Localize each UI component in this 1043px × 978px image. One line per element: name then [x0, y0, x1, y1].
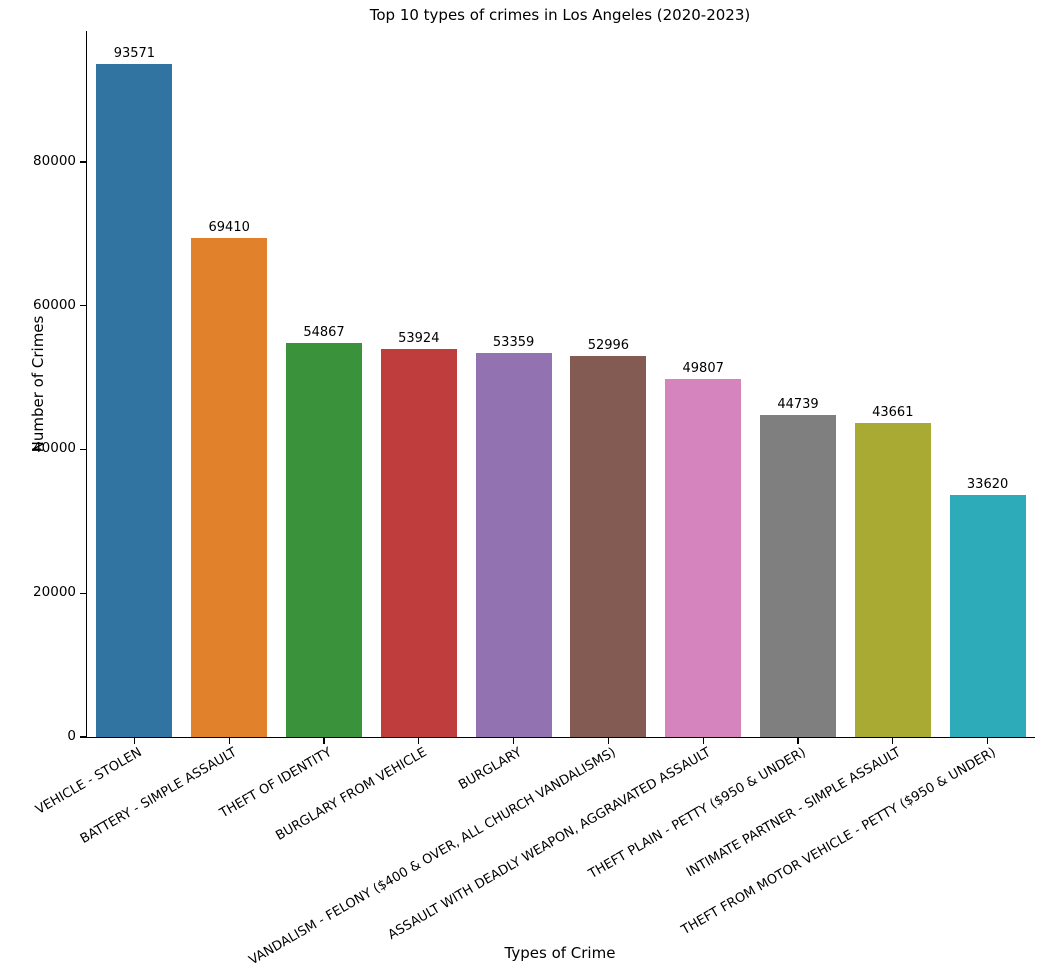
y-axis-label: Number of Crimes [29, 315, 47, 453]
bar [760, 415, 836, 737]
y-axis-tick-label: 80000 [33, 152, 76, 169]
bar [665, 378, 742, 737]
bar-value-label: 49807 [682, 360, 724, 376]
x-axis-tick [512, 738, 515, 744]
x-axis-tick [607, 738, 610, 744]
x-axis-tick [133, 738, 136, 744]
y-axis-tick [80, 592, 86, 594]
x-axis-tick [702, 738, 704, 744]
x-axis-tick [986, 738, 989, 744]
x-axis-tick [323, 738, 325, 744]
y-axis-tick-label: 60000 [33, 296, 76, 313]
y-axis-tick-label: 0 [67, 728, 76, 744]
bar [854, 423, 931, 737]
x-axis-tick-label: BURGLARY FROM VEHICLE [273, 745, 430, 844]
y-axis-tick [80, 161, 86, 163]
bar-value-label: 69410 [208, 219, 250, 235]
bar-value-label: 52996 [587, 337, 630, 353]
x-axis-tick [418, 738, 420, 744]
bar-value-label: 44739 [777, 397, 819, 413]
bar-value-label: 53924 [398, 331, 440, 347]
plot-area: 93571 69410 54867 53924 53359 52996 49807 44739… [33, 31, 1035, 968]
y-axis-tick [80, 304, 86, 307]
bar [96, 64, 173, 737]
x-axis-tick [892, 738, 894, 744]
chart-title: Top 10 types of crimes in Los Angeles (2… [369, 6, 751, 24]
bar [286, 342, 362, 737]
bar-value-label: 53359 [492, 335, 535, 351]
bar-value-label: 33620 [966, 477, 1009, 493]
bar [191, 237, 268, 737]
x-axis-tick-label: ASSAULT WITH DEADLY WEAPON, AGGRAVATED A… [385, 745, 714, 943]
y-axis-tick [80, 448, 86, 451]
bar [949, 495, 1026, 737]
bar-value-label: 43661 [872, 405, 914, 421]
y-axis-tick-label: 40000 [33, 440, 76, 457]
x-axis-tick [228, 738, 230, 744]
x-axis-tick [797, 738, 799, 744]
bar [570, 356, 647, 737]
x-axis-label: Types of Crime [504, 944, 616, 962]
bar-value-label: 93571 [113, 46, 156, 62]
x-axis-tick-label: BATTERY - SIMPLE ASSAULT [78, 745, 240, 847]
bar [475, 353, 552, 737]
x-axis-tick-label: BURGLARY [455, 745, 525, 794]
y-axis-tick [80, 736, 86, 738]
bar [380, 349, 457, 737]
x-axis-tick-label: VANDALISM - FELONY ($400 & OVER, ALL CHU… [246, 745, 619, 969]
y-axis-tick-label: 20000 [33, 584, 76, 601]
bar-value-label: 54867 [303, 324, 345, 340]
